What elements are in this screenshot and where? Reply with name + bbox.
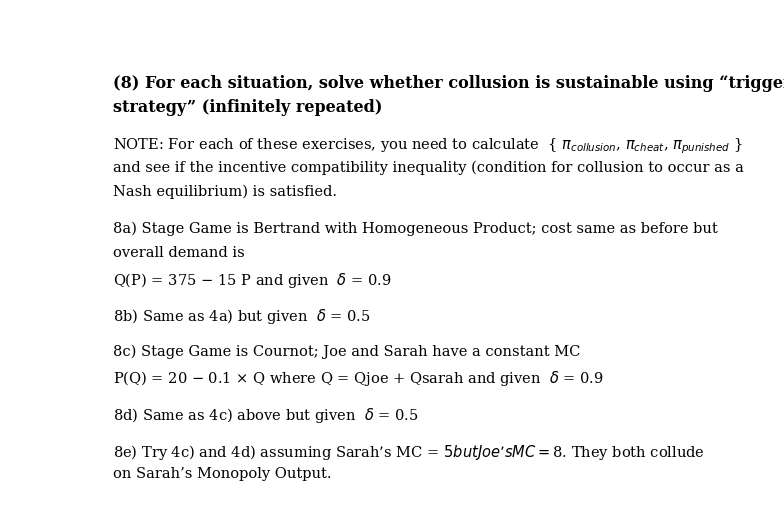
- Text: Q(P) = 375 − 15 P and given  $\delta$ = 0.9: Q(P) = 375 − 15 P and given $\delta$ = 0…: [113, 270, 392, 289]
- Text: 8a) Stage Game is Bertrand with Homogeneous Product; cost same as before but: 8a) Stage Game is Bertrand with Homogene…: [113, 221, 718, 236]
- Text: strategy” (infinitely repeated): strategy” (infinitely repeated): [113, 99, 383, 116]
- Text: 8b) Same as 4a) but given  $\delta$ = 0.5: 8b) Same as 4a) but given $\delta$ = 0.5: [113, 307, 371, 326]
- Text: overall demand is: overall demand is: [113, 246, 245, 260]
- Text: 8e) Try 4c) and 4d) assuming Sarah’s MC = $5 but Joe’s MC = $8. They both collud: 8e) Try 4c) and 4d) assuming Sarah’s MC …: [113, 442, 705, 461]
- Text: NOTE: For each of these exercises, you need to calculate  { $\pi_{\mathit{collus: NOTE: For each of these exercises, you n…: [113, 136, 743, 156]
- Text: 8d) Same as 4c) above but given  $\delta$ = 0.5: 8d) Same as 4c) above but given $\delta$…: [113, 405, 419, 424]
- Text: (8) For each situation, solve whether collusion is sustainable using “trigger: (8) For each situation, solve whether co…: [113, 75, 784, 92]
- Text: P(Q) = 20 − 0.1 × Q where Q = Qjoe + Qsarah and given  $\delta$ = 0.9: P(Q) = 20 − 0.1 × Q where Q = Qjoe + Qsa…: [113, 368, 604, 387]
- Text: on Sarah’s Monopoly Output.: on Sarah’s Monopoly Output.: [113, 466, 332, 480]
- Text: 8c) Stage Game is Cournot; Joe and Sarah have a constant MC: 8c) Stage Game is Cournot; Joe and Sarah…: [113, 344, 581, 358]
- Text: and see if the incentive compatibility inequality (condition for collusion to oc: and see if the incentive compatibility i…: [113, 160, 744, 175]
- Text: Nash equilibrium) is satisfied.: Nash equilibrium) is satisfied.: [113, 185, 337, 199]
